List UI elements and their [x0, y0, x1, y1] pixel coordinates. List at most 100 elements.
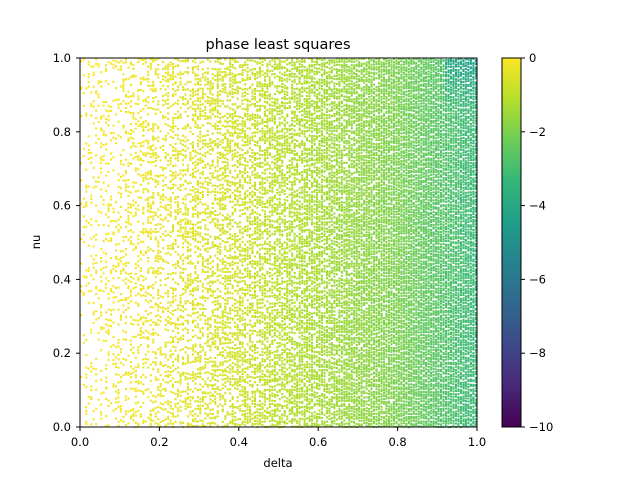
data-point — [276, 278, 279, 281]
data-point — [199, 79, 202, 82]
data-point — [85, 354, 88, 357]
data-point — [174, 125, 177, 128]
data-point — [261, 272, 264, 275]
data-point — [216, 223, 219, 226]
data-point — [253, 263, 256, 266]
data-point — [157, 68, 160, 71]
data-point — [162, 219, 165, 222]
data-point — [199, 107, 202, 110]
data-point — [201, 166, 204, 169]
data-point — [249, 205, 252, 208]
data-point — [206, 146, 209, 149]
data-point — [172, 63, 175, 66]
data-point — [142, 120, 145, 123]
data-point — [266, 199, 269, 202]
data-point — [271, 211, 274, 214]
data-point — [276, 181, 279, 184]
data-point — [224, 338, 227, 341]
data-point — [144, 120, 147, 123]
data-point — [172, 422, 175, 425]
data-point — [206, 414, 209, 417]
data-point — [129, 95, 132, 98]
data-point — [246, 367, 249, 370]
data-point — [139, 258, 142, 261]
data-point — [186, 283, 189, 286]
data-point — [261, 286, 264, 289]
data-point — [263, 114, 266, 117]
data-point — [147, 124, 150, 127]
data-point — [137, 278, 140, 281]
data-point — [273, 424, 276, 427]
data-point — [154, 412, 157, 415]
data-point — [144, 329, 147, 332]
data-point — [179, 276, 182, 279]
data-point — [276, 102, 279, 105]
data-point — [201, 424, 204, 427]
data-point — [169, 353, 172, 356]
data-point — [127, 285, 130, 288]
data-point — [258, 196, 261, 199]
data-point — [204, 187, 207, 190]
data-point — [246, 254, 249, 257]
data-point — [119, 68, 122, 71]
data-point — [167, 203, 170, 206]
data-point — [184, 302, 187, 305]
data-point — [241, 420, 244, 423]
data-point — [127, 217, 130, 220]
data-point — [268, 111, 271, 114]
data-point — [206, 276, 209, 279]
data-point — [157, 378, 160, 381]
data-point — [139, 145, 142, 148]
data-point — [184, 195, 187, 198]
data-point — [231, 403, 234, 406]
data-point — [196, 424, 199, 427]
data-point — [244, 135, 247, 138]
data-point — [263, 284, 266, 287]
data-point — [273, 261, 276, 264]
data-point — [219, 227, 222, 230]
data-point — [177, 99, 180, 102]
data-point — [184, 93, 187, 96]
data-point — [149, 413, 152, 416]
data-point — [251, 294, 254, 297]
data-point — [226, 179, 229, 182]
data-point — [206, 290, 209, 293]
data-point — [191, 168, 194, 171]
data-point — [209, 181, 212, 184]
data-point — [174, 176, 177, 179]
data-point — [157, 309, 160, 312]
data-point — [149, 299, 152, 302]
data-point — [216, 198, 219, 201]
data-point — [229, 93, 232, 96]
data-point — [263, 420, 266, 423]
data-point — [189, 402, 192, 405]
data-point — [261, 104, 264, 107]
data-point — [226, 267, 229, 270]
data-point — [172, 271, 175, 274]
data-point — [191, 347, 194, 350]
data-point — [239, 87, 242, 90]
data-point — [273, 339, 276, 342]
data-point — [179, 301, 182, 304]
data-point — [206, 95, 209, 98]
data-point — [253, 75, 256, 78]
data-point — [162, 117, 165, 120]
data-point — [236, 306, 239, 309]
data-point — [122, 78, 125, 81]
data-point — [191, 360, 194, 363]
data-point — [221, 206, 224, 209]
data-point — [201, 297, 204, 300]
data-point — [276, 295, 279, 298]
data-point — [241, 276, 244, 279]
data-point — [196, 135, 199, 138]
data-point — [201, 154, 204, 157]
data-point — [256, 71, 259, 74]
data-point — [179, 377, 182, 380]
data-point — [177, 58, 180, 61]
data-point — [137, 173, 140, 176]
data-point — [211, 243, 214, 246]
data-point — [253, 277, 256, 280]
data-point — [110, 152, 113, 155]
data-point — [157, 192, 160, 195]
data-point — [174, 324, 177, 327]
